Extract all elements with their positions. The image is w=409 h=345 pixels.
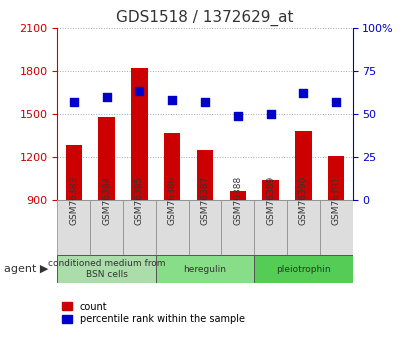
Point (234, 113, 240, 118)
Title: GDS1518 / 1372629_at: GDS1518 / 1372629_at (116, 10, 293, 26)
Point (299, 90, 306, 96)
Bar (229, 191, 245, 200)
Text: GSM76386: GSM76386 (167, 176, 176, 225)
Text: GSM76385: GSM76385 (135, 176, 144, 225)
Point (103, 94, 110, 99)
FancyBboxPatch shape (155, 255, 254, 283)
Bar (327, 156, 344, 200)
Bar (98, 117, 115, 200)
Text: pleiotrophin: pleiotrophin (275, 265, 330, 274)
FancyBboxPatch shape (57, 255, 155, 283)
Point (70, 99, 77, 105)
FancyBboxPatch shape (90, 200, 123, 255)
Bar (65, 146, 82, 200)
Bar (262, 180, 278, 200)
FancyBboxPatch shape (319, 200, 352, 255)
Text: heregulin: heregulin (183, 265, 226, 274)
FancyBboxPatch shape (254, 200, 286, 255)
Bar (294, 131, 311, 200)
FancyBboxPatch shape (155, 200, 188, 255)
Bar (196, 150, 213, 200)
Text: GSM76391: GSM76391 (331, 176, 340, 225)
Text: agent ▶: agent ▶ (4, 264, 48, 274)
Bar (164, 132, 180, 200)
Text: GSM76384: GSM76384 (102, 176, 111, 225)
Legend: count, percentile rank within the sample: count, percentile rank within the sample (62, 302, 244, 325)
FancyBboxPatch shape (188, 200, 221, 255)
Point (267, 111, 273, 117)
Text: GSM76388: GSM76388 (233, 176, 242, 225)
Point (169, 97, 175, 103)
Text: GSM76383: GSM76383 (69, 176, 78, 225)
Point (136, 89, 142, 94)
Text: GSM76387: GSM76387 (200, 176, 209, 225)
FancyBboxPatch shape (57, 200, 90, 255)
FancyBboxPatch shape (123, 200, 155, 255)
Point (332, 99, 339, 105)
Bar (131, 68, 147, 200)
Text: GSM76390: GSM76390 (298, 176, 307, 225)
Point (201, 99, 208, 105)
FancyBboxPatch shape (221, 200, 254, 255)
Text: conditioned medium from
BSN cells: conditioned medium from BSN cells (48, 259, 165, 279)
FancyBboxPatch shape (286, 200, 319, 255)
FancyBboxPatch shape (254, 255, 352, 283)
Text: GSM76389: GSM76389 (265, 176, 274, 225)
